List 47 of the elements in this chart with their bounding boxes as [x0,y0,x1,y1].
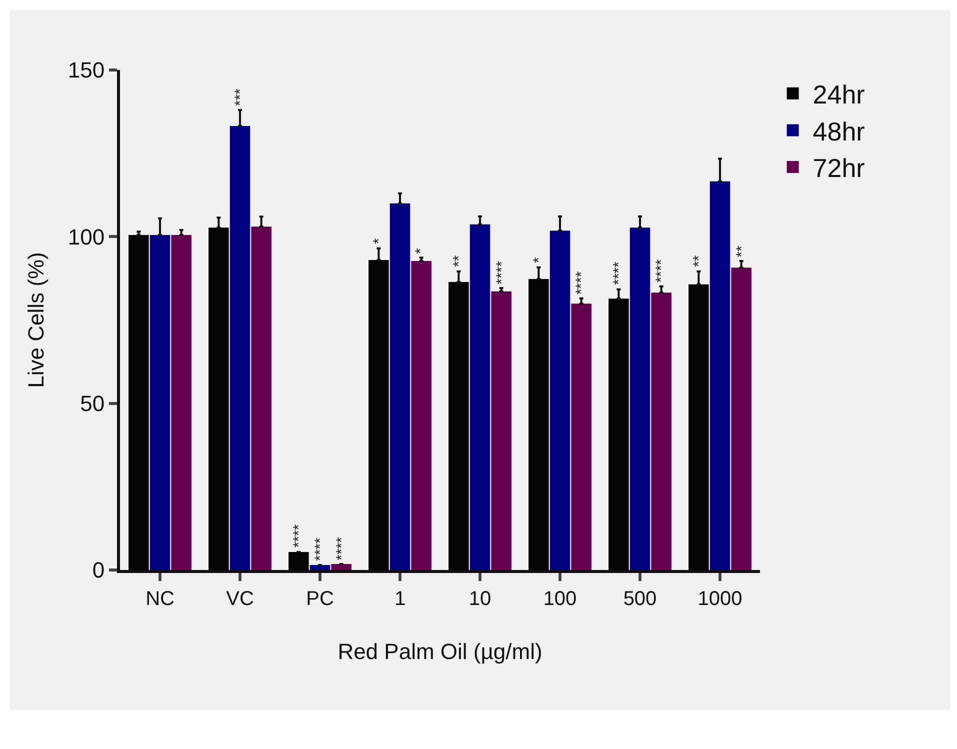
bar [411,261,432,570]
y-axis-title: Live Cells (%) [24,252,49,388]
data-label: **** [573,271,590,295]
x-tick-label: 1000 [698,588,742,610]
bar [491,291,512,570]
bar [710,181,730,570]
bar [731,268,752,570]
legend-label: 24hr [812,80,866,110]
y-tick-label: 0 [92,558,105,583]
x-tick-label: 500 [623,588,657,610]
x-tick-label: NC [146,588,174,610]
x-tick-label: 100 [543,588,577,610]
bar [390,203,410,570]
data-label: **** [312,537,329,561]
data-label: **** [290,524,308,548]
y-tick-label: 100 [68,224,105,250]
data-label: **** [610,261,628,285]
bar [470,224,490,570]
data-label: * [370,238,388,244]
data-label: *** [232,88,249,106]
bar [251,226,272,570]
bar [230,126,250,570]
data-label: * [530,257,548,263]
bar [171,235,192,570]
bar [550,230,570,570]
data-label: ** [450,255,468,267]
data-label: **** [493,260,510,284]
data-label: ** [690,255,708,267]
x-axis-title: Red Palm Oil (µg/ml) [338,638,542,664]
y-tick-label: 50 [80,391,105,416]
data-label: **** [653,259,670,283]
data-label: **** [333,536,350,560]
x-tick-label: VC [226,588,254,610]
y-tick-label: 150 [68,58,105,83]
x-tick-label: 1 [394,588,406,610]
legend-label: 72hr [812,153,866,184]
x-tick-label: PC [306,588,334,610]
bar [150,235,170,570]
data-label: ** [733,245,750,258]
bar [630,228,650,570]
bar [571,304,592,570]
legend-label: 48hr [812,116,866,146]
x-tick-label: 10 [468,588,492,610]
data-label: * [412,248,430,254]
bar [651,292,672,570]
bar [310,565,330,570]
bar [331,564,352,570]
